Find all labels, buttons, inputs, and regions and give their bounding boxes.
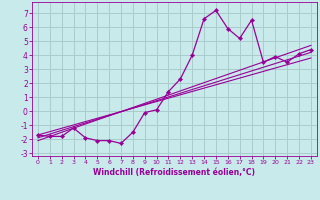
X-axis label: Windchill (Refroidissement éolien,°C): Windchill (Refroidissement éolien,°C) [93, 168, 255, 177]
